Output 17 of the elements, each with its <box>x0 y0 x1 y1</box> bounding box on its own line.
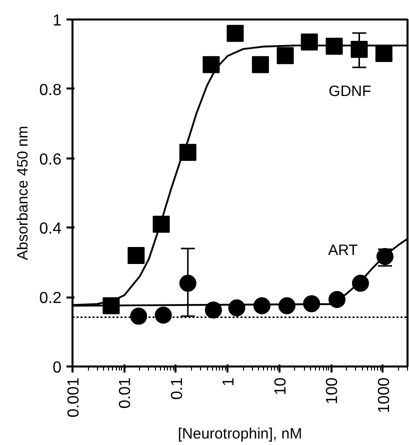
y-axis-title: Absorbance 450 nm <box>14 126 32 260</box>
x-tick-label: 0.01 <box>117 377 134 409</box>
y-tick-label: 0 <box>52 360 62 376</box>
y-tick-label: 0.6 <box>39 151 62 168</box>
x-tick-label: 0.1 <box>168 377 186 400</box>
y-tick-label: 0.8 <box>39 82 62 99</box>
series-label: ART <box>328 242 358 259</box>
x-axis-title: [Neurotrophin], nM <box>178 426 302 443</box>
x-tick-label: 1000 <box>376 377 393 414</box>
x-tick-label: 1 <box>220 377 238 386</box>
y-tick-label: 1 <box>52 12 62 30</box>
x-tick-label: 10 <box>272 377 290 396</box>
x-tick-label: 0.001 <box>66 377 82 418</box>
x-tick-label: 100 <box>324 377 342 404</box>
y-tick-label: 0.2 <box>39 290 62 308</box>
series-label: GDNF <box>328 83 372 100</box>
y-tick-label: 0.4 <box>39 220 62 238</box>
